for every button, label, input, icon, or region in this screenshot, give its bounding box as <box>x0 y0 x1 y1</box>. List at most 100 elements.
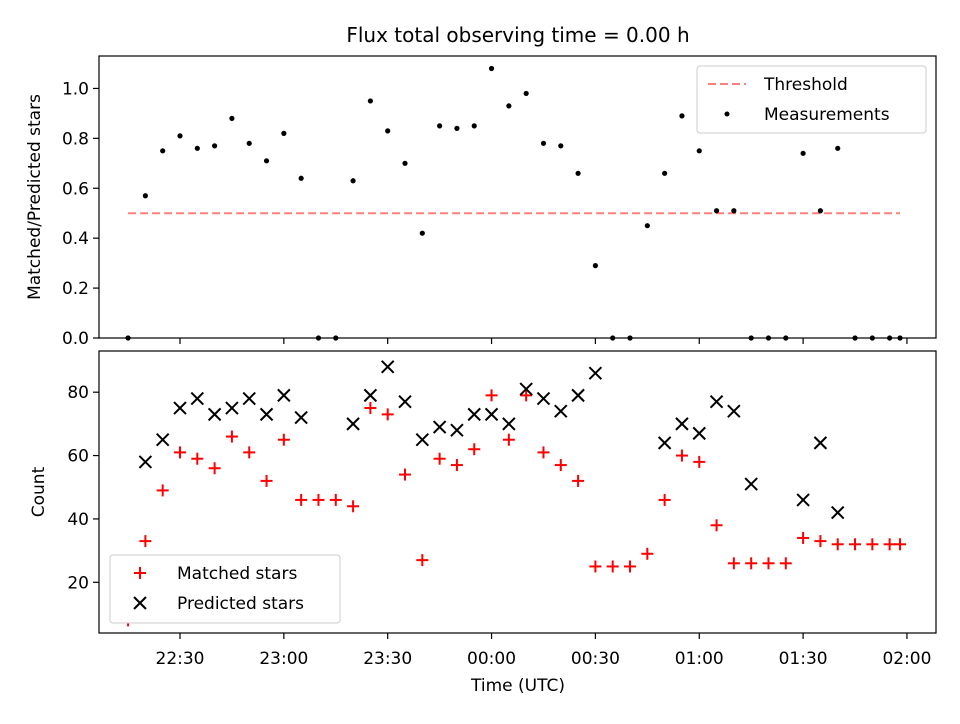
predicted-star-marker <box>225 401 239 415</box>
matched-star-marker <box>894 538 907 551</box>
measurement-point <box>662 170 668 176</box>
matched-star-marker <box>797 531 810 544</box>
matched-star-marker <box>658 493 671 506</box>
matched-star-marker <box>174 446 186 459</box>
matched-star-marker <box>606 560 619 573</box>
measurement-point <box>540 140 547 146</box>
matched-star-marker <box>329 493 342 506</box>
predicted-marker-b <box>294 410 308 425</box>
matched-star-marker <box>399 468 412 481</box>
predicted-star-marker <box>744 477 758 491</box>
matched-star-marker <box>277 433 290 446</box>
matched-star-marker <box>381 408 394 421</box>
matched-star-marker <box>762 557 775 570</box>
matched-star-marker <box>485 389 498 402</box>
bottom-y-tick-label: 20 <box>67 573 89 593</box>
measurement-point <box>713 208 720 214</box>
predicted-star-marker <box>207 407 222 422</box>
measurement-point <box>385 128 391 134</box>
matched-star-marker <box>554 459 567 472</box>
matched-star-marker <box>745 557 758 570</box>
matched-star-marker <box>191 452 204 465</box>
x-tick-label: 23:00 <box>259 649 308 669</box>
predicted-marker-b <box>190 391 205 406</box>
matched-star-marker <box>727 557 740 570</box>
predicted-star-marker <box>657 436 672 450</box>
matched-star-marker <box>537 446 550 459</box>
predicted-marker-b <box>207 407 222 422</box>
measurement-point <box>696 148 702 154</box>
matched-star-marker <box>295 493 308 506</box>
predicted-star-marker <box>796 493 810 507</box>
measurement-point <box>281 130 287 136</box>
predicted-star-marker <box>415 433 430 447</box>
predicted-marker-b <box>796 493 810 507</box>
x-axis-label: Time (UTC) <box>470 676 565 696</box>
top-x-ticks <box>179 338 908 344</box>
predicted-star-marker <box>813 436 828 450</box>
predicted-star-marker <box>536 391 551 406</box>
measurement-point <box>437 123 443 129</box>
matched-star-marker <box>589 560 602 573</box>
measurement-point <box>506 103 512 109</box>
matched-star-marker <box>849 538 862 551</box>
predicted-marker-b <box>225 401 239 415</box>
predicted-star-marker <box>294 410 308 425</box>
predicted-marker-b <box>536 391 551 406</box>
predicted-star-marker <box>692 426 706 441</box>
matched-star-marker <box>433 452 446 465</box>
predicted-marker-b <box>484 407 499 422</box>
predicted-star-marker <box>173 401 187 415</box>
matched-star-marker <box>156 484 169 497</box>
predicted-star-marker <box>831 505 845 520</box>
predicted-marker-b <box>554 404 568 418</box>
top-data-layer <box>125 65 903 341</box>
predicted-star-marker <box>502 417 516 431</box>
measurement-point <box>298 175 304 181</box>
predicted-marker-b <box>363 388 378 403</box>
matched-star-marker <box>416 554 429 567</box>
predicted-star-marker <box>380 360 395 374</box>
x-tick-label: 00:30 <box>571 649 620 669</box>
measurement-point <box>523 90 529 97</box>
matched-star-marker <box>468 443 481 456</box>
top-plot-frame <box>98 55 937 339</box>
predicted-star-marker <box>138 455 153 469</box>
measurement-point <box>817 208 824 214</box>
matched-star-marker <box>225 430 238 443</box>
predicted-marker-b <box>692 426 706 441</box>
predicted-legend-label: Predicted stars <box>177 594 304 614</box>
predicted-marker-b <box>155 433 170 447</box>
x-tick-label: 01:00 <box>675 649 724 669</box>
threshold-legend-label: Threshold <box>763 75 848 95</box>
predicted-marker-b <box>675 417 689 431</box>
matched-star-marker <box>364 402 377 415</box>
measurement-point <box>142 193 148 199</box>
top-y-tick-label: 1.0 <box>62 79 89 99</box>
predicted-marker-b <box>138 455 153 469</box>
matched-legend-label: Matched stars <box>177 564 297 584</box>
matched-star-marker <box>831 538 844 551</box>
measurement-point <box>177 133 183 139</box>
matched-star-marker <box>520 389 533 402</box>
bottom-y-axis-label: Count <box>29 466 49 517</box>
matched-star-marker <box>693 455 706 468</box>
predicted-marker-b <box>709 394 724 409</box>
measurement-point <box>194 145 200 151</box>
matched-star-marker <box>710 519 723 532</box>
bottom-data-layer <box>122 360 907 627</box>
measurement-point <box>592 263 599 269</box>
predicted-star-marker <box>484 407 499 422</box>
chart-title: Flux total observing time = 0.00 h <box>346 23 689 47</box>
top-y-axis-label: Matched/Predicted stars <box>25 94 45 300</box>
matched-legend-swatch <box>134 567 146 579</box>
predicted-star-marker <box>242 391 256 406</box>
matched-star-marker <box>260 474 273 487</box>
measurement-point <box>471 123 477 129</box>
predicted-star-marker <box>554 404 568 418</box>
predicted-marker-b <box>277 388 291 403</box>
measurement-point <box>454 125 460 131</box>
bottom-legend: Matched stars Predicted stars <box>109 554 341 624</box>
top-y-tick-label: 0.6 <box>62 179 89 199</box>
